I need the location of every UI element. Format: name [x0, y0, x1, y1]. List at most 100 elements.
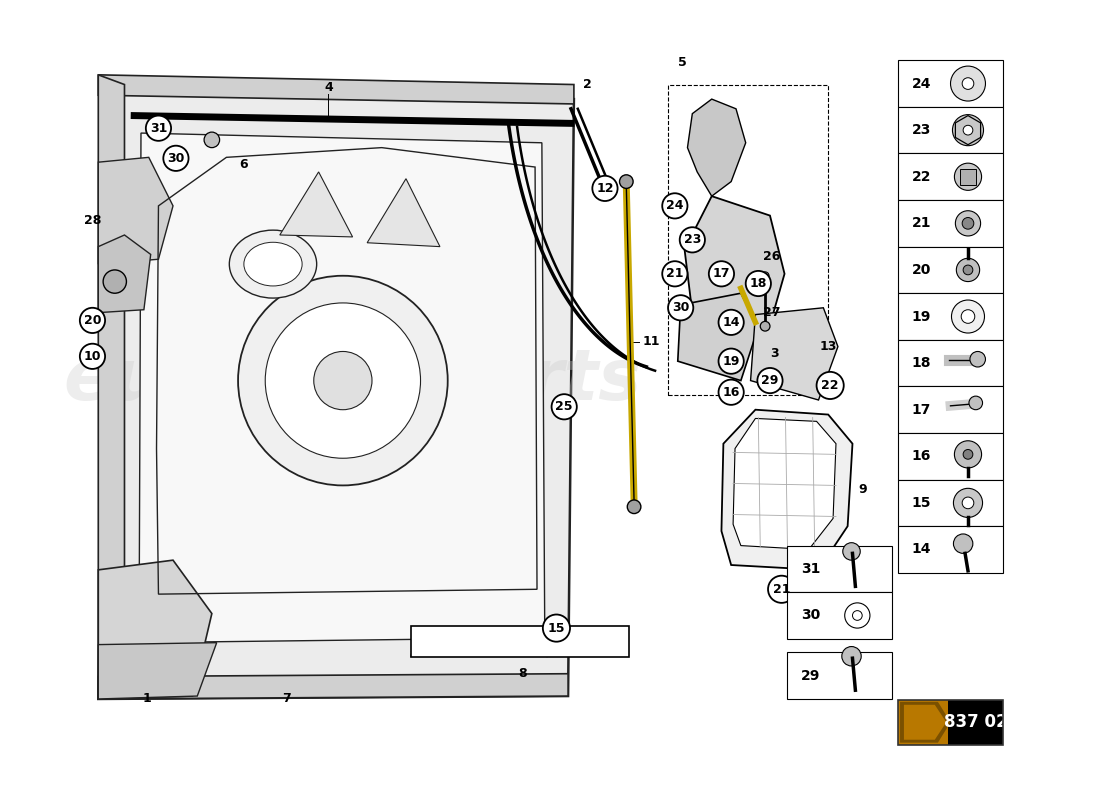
Text: 3: 3 [770, 347, 779, 360]
Circle shape [852, 610, 862, 620]
Circle shape [954, 488, 982, 518]
Circle shape [265, 303, 420, 458]
Circle shape [954, 534, 972, 554]
Text: 7: 7 [283, 693, 292, 706]
Circle shape [592, 176, 617, 201]
Text: 26: 26 [763, 250, 781, 263]
Polygon shape [733, 418, 836, 550]
Text: 23: 23 [683, 234, 701, 246]
Polygon shape [139, 133, 544, 642]
Ellipse shape [244, 242, 303, 286]
Circle shape [627, 500, 641, 514]
Circle shape [962, 497, 974, 509]
Text: 18: 18 [912, 356, 932, 370]
Circle shape [955, 163, 981, 190]
Text: 4: 4 [324, 81, 332, 94]
Text: 21: 21 [667, 267, 683, 280]
Text: 5: 5 [679, 56, 688, 69]
Polygon shape [98, 85, 574, 699]
Polygon shape [904, 705, 946, 740]
Circle shape [146, 115, 172, 141]
Polygon shape [367, 178, 440, 246]
Bar [948, 700, 1003, 745]
Text: a passion for parts since 1985: a passion for parts since 1985 [185, 421, 520, 441]
Text: eurocarbparts: eurocarbparts [64, 346, 641, 415]
Bar [788, 546, 892, 592]
Circle shape [969, 396, 982, 410]
Circle shape [964, 265, 972, 274]
Text: 9: 9 [859, 483, 868, 496]
Text: 17: 17 [912, 402, 931, 417]
Polygon shape [688, 99, 746, 196]
Circle shape [845, 603, 870, 628]
Text: 16: 16 [723, 386, 740, 398]
Text: 14: 14 [912, 542, 932, 557]
Circle shape [760, 322, 770, 331]
Circle shape [956, 258, 980, 282]
Circle shape [668, 295, 693, 321]
Text: 8: 8 [518, 667, 527, 680]
Circle shape [962, 218, 974, 229]
Polygon shape [98, 560, 212, 699]
Circle shape [80, 344, 106, 369]
Circle shape [314, 351, 372, 410]
Text: 31: 31 [150, 122, 167, 134]
Polygon shape [98, 642, 217, 699]
Text: 18: 18 [749, 277, 767, 290]
Circle shape [761, 272, 769, 280]
Text: 6: 6 [240, 158, 249, 170]
Text: 21: 21 [773, 582, 791, 596]
Bar [960, 169, 976, 185]
Circle shape [205, 132, 220, 148]
Polygon shape [98, 158, 173, 264]
Circle shape [80, 308, 106, 333]
Bar [898, 154, 1003, 200]
Text: 19: 19 [723, 354, 740, 368]
Text: 25: 25 [556, 400, 573, 414]
Circle shape [718, 310, 744, 335]
Circle shape [542, 614, 570, 642]
Bar [898, 526, 1003, 573]
Bar [898, 246, 1003, 294]
Polygon shape [98, 75, 574, 104]
Text: 29: 29 [801, 669, 821, 682]
Circle shape [956, 210, 980, 236]
Text: 19: 19 [912, 310, 931, 323]
Circle shape [842, 646, 861, 666]
Bar [898, 433, 1003, 479]
Circle shape [746, 271, 771, 296]
Circle shape [816, 372, 844, 399]
Text: 14: 14 [723, 316, 740, 329]
Text: 21: 21 [912, 216, 932, 230]
Circle shape [962, 78, 974, 90]
Text: 16: 16 [912, 450, 931, 463]
Polygon shape [98, 75, 124, 699]
Polygon shape [279, 172, 353, 237]
Circle shape [662, 261, 688, 286]
Text: 20: 20 [912, 263, 931, 277]
Text: 29: 29 [761, 374, 779, 387]
Circle shape [768, 576, 795, 603]
Bar [898, 294, 1003, 340]
Text: 15: 15 [548, 622, 565, 634]
Circle shape [964, 450, 972, 459]
Circle shape [718, 349, 744, 374]
Circle shape [952, 300, 984, 333]
Polygon shape [750, 308, 838, 400]
Text: 30: 30 [672, 302, 690, 314]
Circle shape [718, 380, 744, 405]
Text: 22: 22 [912, 170, 932, 184]
Text: 24: 24 [667, 199, 683, 212]
Polygon shape [684, 196, 784, 342]
Text: 30: 30 [167, 152, 185, 165]
Bar [788, 592, 892, 638]
Circle shape [961, 310, 975, 323]
Polygon shape [678, 294, 758, 381]
Circle shape [662, 194, 688, 218]
Polygon shape [900, 702, 950, 742]
Text: 23: 23 [912, 123, 931, 137]
Bar [898, 340, 1003, 386]
Ellipse shape [229, 230, 317, 298]
Circle shape [103, 270, 127, 294]
Circle shape [238, 276, 448, 486]
